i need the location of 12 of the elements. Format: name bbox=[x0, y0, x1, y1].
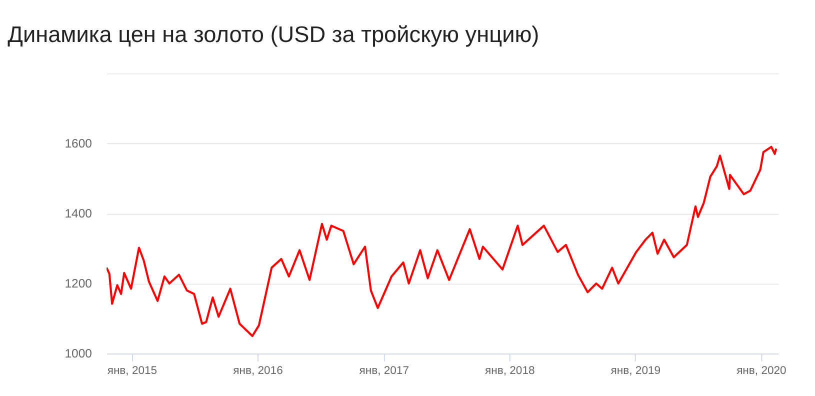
y-tick-label: 1200 bbox=[64, 276, 92, 291]
line-series bbox=[106, 146, 778, 338]
x-tick-label: янв, 2016 bbox=[233, 364, 283, 377]
x-tick-label: янв, 2017 bbox=[359, 364, 410, 377]
chart-title: Динамика цен на золото (USD за тройскую унцию) bbox=[8, 22, 540, 48]
x-tick-label: янв, 2019 bbox=[610, 364, 661, 377]
x-tick-label: янв, 2020 bbox=[736, 364, 786, 377]
y-tick-label: 1000 bbox=[64, 346, 92, 361]
y-tick-label: 1400 bbox=[64, 206, 92, 221]
x-tick-label: янв, 2015 bbox=[107, 364, 158, 377]
y-tick-label: 1600 bbox=[64, 136, 92, 151]
x-tick-label: янв, 2018 bbox=[485, 364, 535, 377]
